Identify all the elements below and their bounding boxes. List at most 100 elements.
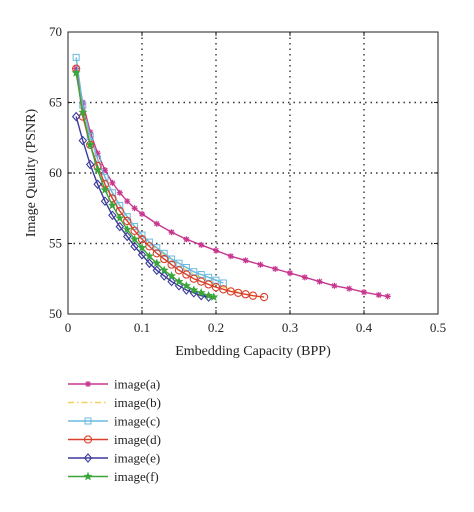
x-tick-label: 0 [65,320,72,335]
legend-item: image(d) [68,432,161,447]
data-point [145,238,153,246]
data-point [159,265,169,275]
data-point [84,417,92,425]
data-point [102,167,108,174]
legend-item: image(b) [68,395,161,410]
data-point [166,271,177,280]
legend-label: image(f) [114,469,159,484]
series-layer [71,53,391,302]
data-point [204,280,213,289]
data-point [83,435,93,444]
legend-item: image(f) [68,469,159,484]
legend-label: image(a) [114,377,160,392]
data-point [122,224,132,234]
data-point [83,453,93,463]
data-point [227,253,234,260]
data-point [78,107,88,117]
data-point [131,205,138,212]
data-point [72,53,80,61]
data-point [181,280,192,290]
data-point [115,213,125,223]
x-tick-label: 0.1 [134,320,150,335]
data-point [361,289,367,296]
series-image-a [73,65,391,300]
data-point [174,266,184,275]
x-tick-label: 0.4 [356,320,373,335]
data-point [100,196,110,207]
data-point [153,220,160,227]
data-point [316,278,323,285]
data-point [87,129,94,136]
data-point [130,241,139,252]
y-tick-label: 60 [49,165,62,180]
data-point [168,255,176,263]
data-point [198,241,205,248]
data-point [124,198,131,205]
x-tick-label: 0.5 [430,320,446,335]
data-point [168,229,175,236]
data-point [83,471,93,481]
data-point [182,270,191,279]
data-point [248,291,258,300]
data-point [78,135,88,146]
data-point [71,67,81,77]
data-point [92,165,103,175]
x-tick-label: 0.2 [208,320,224,335]
data-point [137,242,147,252]
series-line [75,57,224,284]
data-point [153,244,161,252]
data-point [203,290,214,300]
legend-item: image(a) [68,377,160,392]
data-point [107,200,118,210]
data-point [115,221,125,232]
data-point [211,283,221,292]
data-point [375,291,382,298]
data-point [85,159,95,170]
data-point [167,260,176,269]
series-line [75,72,214,298]
legend-label: image(d) [114,432,161,447]
data-point [137,249,147,260]
data-point [301,274,308,281]
data-point [209,292,219,302]
legend-item: image(e) [68,451,160,466]
data-point [160,249,168,257]
data-point [196,287,206,297]
data-point [160,254,169,264]
data-point [116,189,123,196]
data-point [85,139,95,149]
data-point [71,111,81,122]
data-point [94,150,101,157]
series-line [75,68,388,298]
data-point [197,277,206,286]
x-axis-title: Embedding Capacity (BPP) [175,344,331,359]
data-point [100,185,110,194]
legend: image(a) image(b) image(c) image(d) image(e)… [68,377,161,484]
data-point [108,210,117,221]
data-point [384,293,391,300]
data-point [167,276,176,287]
legend-label: image(b) [114,395,161,410]
y-tick-label: 65 [49,95,62,110]
y-tick-label: 55 [49,236,62,251]
data-point [272,265,279,272]
data-point [259,292,269,302]
data-point [219,285,228,294]
data-point [85,381,91,387]
data-point [122,231,132,242]
data-point [152,258,162,268]
data-point [257,261,264,268]
grid [68,32,438,314]
data-point [213,247,219,254]
data-point [242,257,249,264]
series-line [75,116,209,298]
y-axis-title: Image Quality (PSNR) [24,109,39,238]
data-point [287,270,293,277]
data-point [139,210,145,217]
data-point [152,265,162,276]
data-point [86,132,94,140]
y-tick-label: 70 [49,24,62,39]
legend-label: image(e) [114,451,160,466]
data-point [331,282,338,289]
